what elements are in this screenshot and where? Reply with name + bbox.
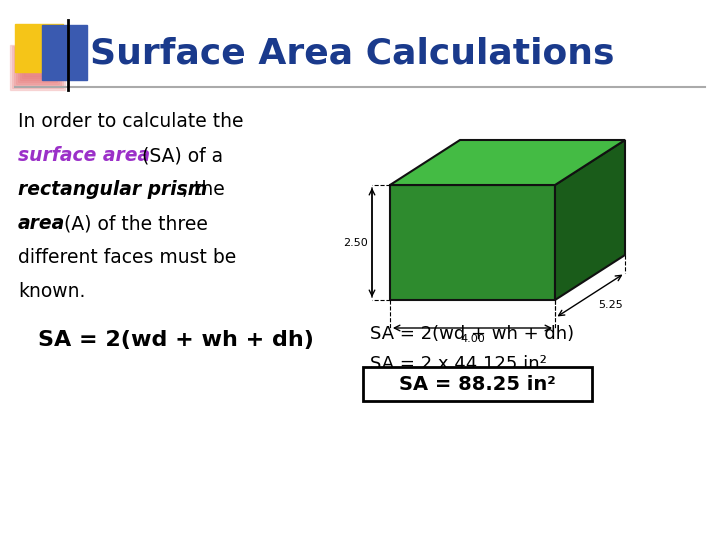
Bar bbox=[15, 24, 63, 72]
Bar bbox=[20, 50, 55, 80]
Text: SA = 2(wd + wh + dh): SA = 2(wd + wh + dh) bbox=[370, 325, 574, 343]
Text: (A) of the three: (A) of the three bbox=[58, 214, 208, 233]
Bar bbox=[16, 48, 59, 84]
Text: SA = 88.25 in²: SA = 88.25 in² bbox=[399, 375, 556, 394]
Polygon shape bbox=[390, 140, 625, 185]
Text: 4.00: 4.00 bbox=[460, 334, 485, 344]
Text: different faces must be: different faces must be bbox=[18, 248, 236, 267]
Text: rectangular prism: rectangular prism bbox=[18, 180, 207, 199]
Bar bbox=[12, 46, 63, 88]
Bar bbox=[10, 45, 65, 90]
Text: (SA) of a: (SA) of a bbox=[136, 146, 223, 165]
FancyBboxPatch shape bbox=[363, 367, 592, 401]
Bar bbox=[42, 25, 87, 80]
Bar bbox=[14, 47, 61, 86]
Text: 2.50: 2.50 bbox=[343, 238, 368, 247]
Text: area: area bbox=[18, 214, 66, 233]
Text: Surface Area Calculations: Surface Area Calculations bbox=[90, 36, 614, 70]
Polygon shape bbox=[555, 140, 625, 300]
Bar bbox=[22, 51, 53, 78]
Text: , the: , the bbox=[182, 180, 225, 199]
Text: known.: known. bbox=[18, 282, 86, 301]
Text: In order to calculate the: In order to calculate the bbox=[18, 112, 243, 131]
Text: SA = 2(wd + wh + dh): SA = 2(wd + wh + dh) bbox=[38, 330, 314, 350]
Text: 5.25: 5.25 bbox=[598, 300, 623, 310]
Bar bbox=[18, 49, 57, 82]
Polygon shape bbox=[390, 185, 555, 300]
Bar bbox=[24, 52, 51, 76]
Text: surface area: surface area bbox=[18, 146, 150, 165]
Text: SA = 2 x 44.125 in²: SA = 2 x 44.125 in² bbox=[370, 355, 547, 373]
